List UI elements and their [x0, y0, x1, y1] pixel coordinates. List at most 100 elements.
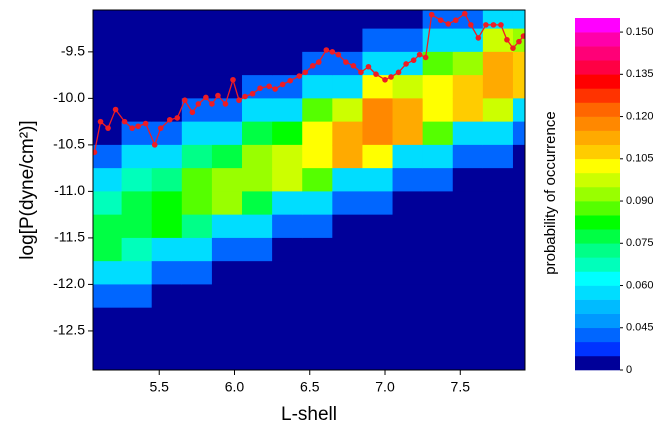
colorbar-band: [575, 186, 620, 202]
contour-cell: [211, 10, 243, 30]
contour-cell: [362, 330, 394, 355]
contour-cell: [93, 261, 123, 285]
contour-cell: [181, 354, 213, 370]
contour-cell: [242, 121, 273, 146]
line-marker: [174, 115, 181, 121]
contour-cell: [211, 168, 243, 192]
contour-cell: [392, 284, 424, 309]
line-marker: [516, 38, 522, 45]
colorbar-band: [575, 172, 620, 188]
contour-cell: [302, 28, 333, 53]
line-marker: [358, 69, 364, 76]
contour-cell: [482, 75, 514, 99]
contour-cell: [452, 261, 484, 285]
colorbar-band: [575, 32, 620, 47]
colorbar-tick-label: 0.090: [626, 195, 654, 207]
contour-cell: [151, 98, 183, 123]
contour-cell: [452, 191, 484, 216]
contour-cell: [242, 354, 273, 370]
contour-cell: [302, 354, 333, 370]
contour-cell: [332, 191, 363, 216]
colorbar-tick-label: 0.075: [626, 237, 654, 249]
line-marker: [504, 36, 510, 43]
contour-cell: [302, 284, 333, 309]
contour-cell: [151, 168, 183, 192]
colorbar-tick-label: 0.045: [626, 322, 654, 334]
contour-cell: [422, 51, 454, 76]
contour-cell: [211, 284, 243, 309]
contour-cell: [93, 354, 123, 370]
contour-cell: [211, 191, 243, 216]
line-marker: [203, 94, 209, 101]
contour-cell: [362, 10, 394, 30]
contour-cell: [392, 75, 424, 99]
contour-cell: [181, 75, 213, 99]
contour-cell: [392, 261, 424, 285]
line-marker: [490, 22, 497, 28]
contour-field: [93, 10, 525, 370]
contour-cell: [512, 10, 525, 30]
contour-cell: [512, 191, 525, 216]
contour-cell: [272, 237, 303, 262]
contour-cell: [272, 284, 303, 309]
contour-cell: [121, 284, 153, 309]
line-marker: [483, 22, 489, 28]
contour-cell: [242, 191, 273, 216]
contour-cell: [211, 261, 243, 285]
contour-cell: [512, 51, 525, 76]
line-marker: [388, 74, 394, 80]
line-marker: [468, 22, 474, 28]
line-marker: [287, 77, 293, 84]
contour-cell: [272, 121, 303, 146]
contour-cell: [392, 144, 424, 169]
colorbar-tick-label: 0.060: [626, 279, 654, 291]
contour-cell: [181, 51, 213, 76]
colorbar-band: [575, 355, 620, 371]
contour-cell: [211, 307, 243, 332]
x-axis-label: L-shell: [281, 404, 337, 425]
contour-cell: [482, 237, 514, 262]
contour-cell: [512, 330, 525, 355]
colorbar-band: [575, 201, 620, 216]
contour-cell: [121, 51, 153, 76]
colorbar-tick-label: 0.105: [626, 153, 654, 165]
contour-cell: [392, 214, 424, 239]
contour-cell: [452, 75, 484, 99]
line-marker: [222, 101, 229, 107]
contour-cell: [362, 354, 394, 370]
contour-cell: [422, 307, 454, 332]
contour-cell: [452, 354, 484, 370]
contour-cell: [211, 237, 243, 262]
colorbar-band: [575, 18, 620, 33]
contour-cell: [482, 51, 514, 76]
line-marker: [428, 11, 435, 18]
line-marker: [151, 142, 158, 148]
contour-cell: [93, 284, 123, 309]
line-marker: [382, 76, 388, 83]
contour-cell: [211, 28, 243, 53]
contour-cell: [272, 168, 303, 192]
colorbar-tick-label: 0.120: [626, 110, 654, 122]
contour-cell: [121, 191, 153, 216]
line-marker: [410, 57, 417, 64]
contour-cell: [272, 75, 303, 99]
contour-cell: [181, 284, 213, 309]
contour-cell: [272, 28, 303, 53]
contour-cell: [452, 214, 484, 239]
line-marker: [182, 97, 188, 104]
contour-cell: [302, 144, 333, 169]
contour-cell: [272, 51, 303, 76]
contour-cell: [512, 121, 525, 146]
contour-cell: [93, 121, 123, 146]
contour-cell: [362, 261, 394, 285]
contour-cell: [151, 75, 183, 99]
contour-cell: [392, 330, 424, 355]
y-tick-label: -11.5: [54, 229, 85, 245]
contour-cell: [452, 168, 484, 192]
contour-cell: [482, 144, 514, 169]
contour-cell: [452, 51, 484, 76]
line-marker: [121, 118, 128, 125]
contour-cell: [211, 98, 243, 123]
contour-cell: [121, 168, 153, 192]
line-marker: [461, 10, 468, 17]
